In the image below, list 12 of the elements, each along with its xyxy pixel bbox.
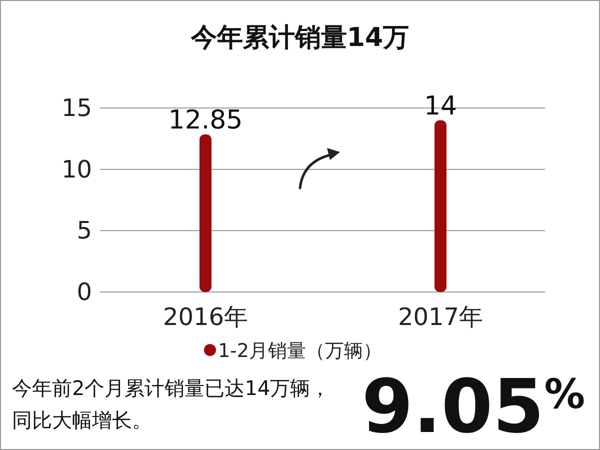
- y-tick-label: 15: [61, 94, 92, 122]
- data-label: 12.85: [168, 105, 243, 136]
- y-tick-label: 5: [76, 216, 92, 245]
- legend-label: 1-2月销量（万辆）: [218, 340, 382, 362]
- text: 今年前2个月累计销量已达14万辆，同比大幅增长。: [12, 376, 330, 432]
- y-tick-label: 0: [76, 278, 92, 306]
- y-tick-label: 10: [61, 155, 92, 184]
- chart-title: 今年累计销量14万: [190, 23, 410, 53]
- data-label: 14: [424, 91, 458, 122]
- x-tick-label: 2016年: [162, 303, 248, 331]
- x-tick-label: 2017年: [398, 303, 484, 331]
- text: 9.05$^{%}$: [362, 364, 585, 450]
